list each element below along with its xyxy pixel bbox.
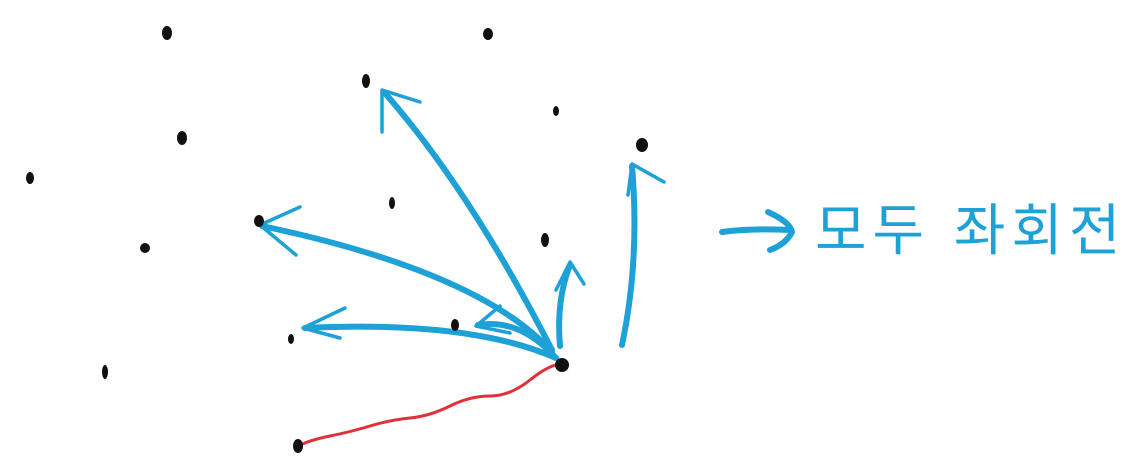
point <box>254 215 264 227</box>
point <box>553 106 559 116</box>
arrow-to-left-mid <box>259 223 555 355</box>
point <box>541 233 549 247</box>
point <box>636 138 648 152</box>
point <box>288 334 294 344</box>
point <box>162 26 172 40</box>
red-reference-segment <box>296 362 564 448</box>
arrow-head-near-point <box>474 304 512 335</box>
point-pivot <box>555 358 569 372</box>
point <box>26 172 34 184</box>
annotation-arrow <box>719 209 795 253</box>
annotation-text: 모두 좌회전 <box>815 199 1126 264</box>
arrow-head-left-low <box>301 306 347 340</box>
arrow-head-top-left <box>380 88 422 134</box>
arrow-to-top-left <box>381 89 555 353</box>
point <box>140 243 150 253</box>
annotation-arrow-shaft <box>719 226 793 235</box>
annotation-arrow-head <box>765 209 795 253</box>
point <box>389 197 395 209</box>
arrow-head-upper-near <box>554 260 586 292</box>
arrow-head-right-top <box>626 162 666 197</box>
point <box>102 365 108 379</box>
point-set <box>26 26 648 453</box>
point <box>451 319 459 331</box>
arrow-to-right-top <box>619 163 638 348</box>
point <box>362 74 370 88</box>
arrow-to-left-low <box>302 323 559 361</box>
rotation-arrows <box>258 88 666 361</box>
point <box>177 131 187 145</box>
arrow-to-upper-near <box>556 262 573 349</box>
point <box>293 439 303 453</box>
point <box>483 28 493 40</box>
